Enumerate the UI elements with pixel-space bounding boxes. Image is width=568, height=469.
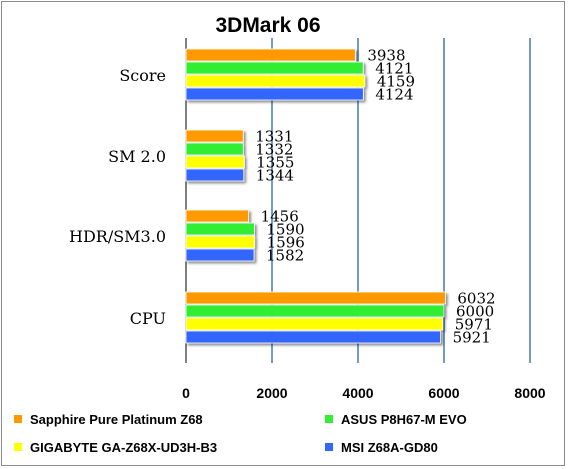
bar: [185, 235, 256, 249]
value-label: 4159: [377, 73, 415, 91]
category-label: HDR/SM3.0: [69, 227, 166, 246]
bar: [185, 87, 364, 101]
legend-label: GIGABYTE GA-Z68X-UD3H-B3: [30, 440, 217, 455]
value-label: 1456: [261, 208, 299, 226]
value-label: 4121: [375, 60, 413, 78]
bar: [185, 222, 255, 236]
legend-label: Sapphire Pure Platinum Z68: [30, 412, 203, 427]
value-label: 5921: [453, 329, 491, 347]
chart-title: 3DMark 06: [215, 14, 320, 37]
value-label: 1332: [255, 141, 293, 159]
x-tick-label: 4000: [342, 385, 373, 401]
legend-swatch: [325, 443, 333, 451]
x-tick-label: 2000: [256, 385, 287, 401]
x-tick-labels: 0 2000 4000 6000 8000: [182, 385, 546, 401]
legend-swatch: [325, 415, 333, 423]
bar: [185, 304, 445, 318]
value-label: 1331: [255, 128, 293, 146]
bar: [185, 291, 446, 305]
value-label: 1596: [267, 234, 305, 252]
bar: [185, 330, 442, 344]
bar: [185, 61, 364, 75]
legend-label: MSI Z68A-GD80: [341, 440, 438, 455]
x-tick-label: 6000: [428, 385, 459, 401]
value-label: 4124: [375, 86, 413, 104]
category-label: CPU: [130, 309, 166, 328]
value-label: 1590: [266, 221, 304, 239]
category-label: Score: [119, 66, 166, 85]
legend: Sapphire Pure Platinum Z68 ASUS P8H67-M E…: [14, 412, 467, 455]
value-label: 1582: [266, 247, 304, 265]
value-label: 1355: [256, 154, 294, 172]
legend-swatch: [14, 415, 22, 423]
bar: [185, 317, 444, 331]
bar: [185, 129, 244, 143]
category-labels: Score SM 2.0 HDR/SM3.0 CPU: [69, 66, 166, 328]
bar: [185, 74, 366, 88]
value-label: 6000: [456, 303, 494, 321]
value-label: 1344: [256, 167, 294, 185]
value-label: 3938: [367, 47, 405, 65]
category-label: SM 2.0: [108, 147, 166, 166]
value-label: 5971: [455, 316, 493, 334]
bar: [185, 248, 255, 262]
bar: [185, 155, 245, 169]
bar: [185, 209, 250, 223]
bar: [185, 48, 356, 62]
x-tick-label: 8000: [514, 385, 545, 401]
x-tick-label: 0: [182, 385, 190, 401]
bar: [185, 168, 245, 182]
value-label: 6032: [457, 290, 495, 308]
bar: [185, 142, 244, 156]
legend-label: ASUS P8H67-M EVO: [341, 412, 467, 427]
legend-swatch: [14, 443, 22, 451]
